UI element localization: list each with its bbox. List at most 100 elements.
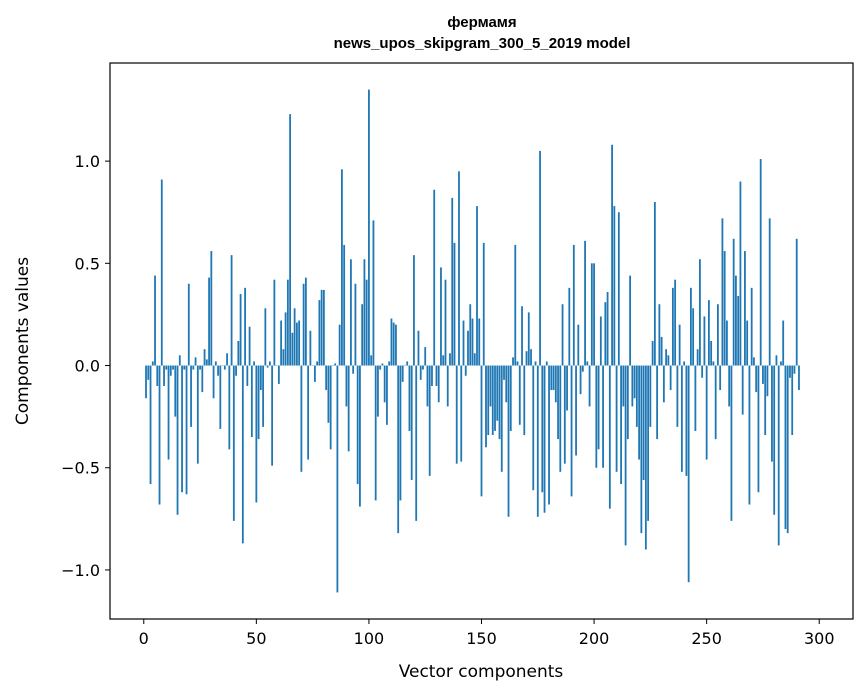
bar <box>617 212 620 366</box>
bar <box>395 324 397 366</box>
bar <box>536 365 539 517</box>
bar <box>478 318 481 366</box>
bar <box>561 304 564 366</box>
bar <box>768 218 771 366</box>
bar <box>383 365 386 403</box>
bar <box>714 365 717 440</box>
bar <box>699 259 701 366</box>
bar <box>214 361 217 366</box>
bar <box>739 181 742 366</box>
bar <box>530 349 532 366</box>
bar <box>356 365 359 485</box>
bar <box>370 355 373 366</box>
bar <box>365 279 368 366</box>
x-tick-label: 0 <box>139 629 149 648</box>
bar <box>381 363 384 366</box>
bar <box>244 287 246 366</box>
bar <box>223 365 226 370</box>
bar <box>217 365 219 376</box>
bar <box>480 365 483 497</box>
bar <box>660 336 663 366</box>
bar <box>696 349 699 366</box>
bar <box>284 312 287 366</box>
bar <box>534 361 537 366</box>
bar <box>192 365 195 370</box>
bar <box>347 365 350 452</box>
bar <box>388 361 391 366</box>
bar <box>167 365 170 460</box>
bar <box>620 365 622 485</box>
bar <box>300 365 303 472</box>
bar <box>154 275 156 366</box>
bar <box>656 365 659 440</box>
bar <box>307 365 310 460</box>
bar <box>320 289 323 366</box>
bar <box>255 365 258 503</box>
bar <box>442 355 445 366</box>
bar <box>413 255 415 366</box>
bar <box>246 365 249 386</box>
bar <box>780 361 782 366</box>
bar <box>473 353 476 366</box>
y-tick-label: −0.5 <box>61 459 100 478</box>
bar <box>757 365 760 493</box>
bar <box>721 218 724 366</box>
bar <box>253 361 255 366</box>
bar <box>762 365 764 384</box>
bar <box>248 326 251 366</box>
bar <box>379 365 382 370</box>
bar <box>692 308 695 366</box>
bar <box>178 355 181 366</box>
bar <box>149 365 152 485</box>
bar <box>791 365 794 436</box>
chart-title-line-1: фермамя <box>447 14 516 31</box>
bar <box>548 365 550 505</box>
bar <box>485 365 487 448</box>
bar <box>433 189 436 366</box>
bar <box>753 357 755 366</box>
bar <box>518 365 521 425</box>
bar <box>322 289 325 366</box>
bar <box>440 267 442 366</box>
bar <box>671 287 674 366</box>
bar <box>631 365 634 407</box>
bar <box>156 365 159 386</box>
bar <box>649 365 652 427</box>
bar <box>237 341 240 366</box>
bar <box>563 365 566 464</box>
bar <box>482 242 485 366</box>
bar <box>597 365 600 450</box>
bar <box>793 365 796 374</box>
bar <box>145 365 147 399</box>
bar <box>789 365 791 378</box>
bar <box>282 349 285 366</box>
bar <box>723 251 726 366</box>
bar <box>453 242 456 366</box>
bar <box>293 308 296 366</box>
bar <box>579 365 582 395</box>
bar <box>602 365 604 468</box>
bar <box>559 365 562 472</box>
bar <box>604 302 607 366</box>
bar <box>552 365 555 391</box>
bar <box>507 365 510 517</box>
x-tick-label: 50 <box>246 629 266 648</box>
bar <box>298 320 301 366</box>
bar <box>525 351 528 366</box>
bar <box>683 361 686 366</box>
y-tick-label: −1.0 <box>61 561 100 580</box>
bar <box>640 365 643 534</box>
bar <box>624 365 627 546</box>
x-axis-ticks: 0 50 100 150 200 250 300 <box>139 619 835 648</box>
bar <box>232 365 235 521</box>
bar <box>606 291 609 366</box>
bar <box>190 365 192 427</box>
x-axis-label: Vector components <box>399 662 564 682</box>
bar <box>295 322 298 366</box>
bar <box>397 365 400 534</box>
bar <box>446 365 449 407</box>
bar <box>338 324 341 366</box>
bar <box>590 263 593 366</box>
bar <box>557 365 559 440</box>
bar <box>516 361 519 366</box>
